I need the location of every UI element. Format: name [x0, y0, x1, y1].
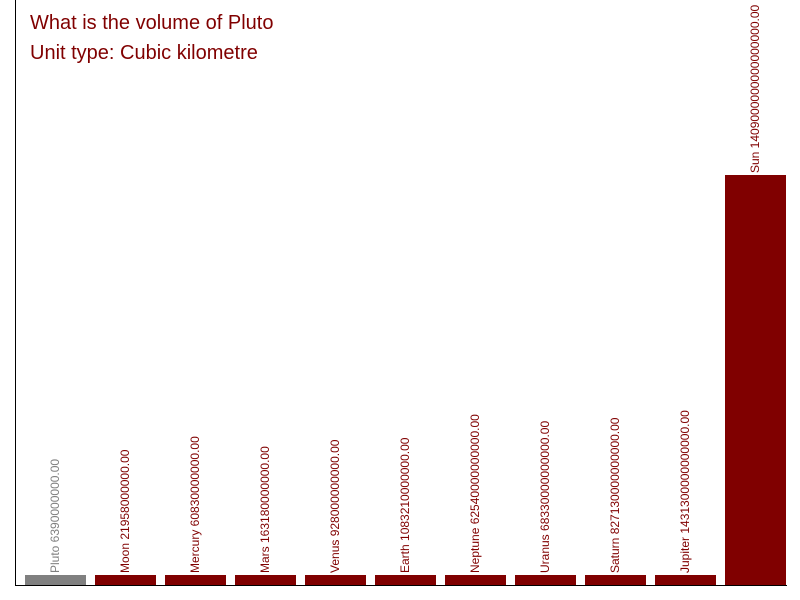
bar-label-mercury: Mercury 60830000000.00: [188, 436, 202, 573]
bar-pluto: [25, 575, 86, 585]
bar-jupiter: [655, 575, 716, 585]
bar-moon: [95, 575, 156, 585]
bar-label-moon: Moon 21958000000.00: [118, 449, 132, 573]
bar-label-neptune: Neptune 62540000000000.00: [468, 414, 482, 573]
bar-sun: [725, 175, 786, 585]
bar-neptune: [445, 575, 506, 585]
bar-venus: [305, 575, 366, 585]
labels-group: Pluto 6390000000.00 Moon 21958000000.00 Me…: [48, 5, 762, 573]
chart-subtitle: Unit type: Cubic kilometre: [30, 42, 258, 64]
bar-label-pluto: Pluto 6390000000.00: [48, 459, 62, 573]
bars-group: [25, 175, 786, 585]
bar-label-uranus: Uranus 68330000000000.00: [538, 421, 552, 573]
bar-label-saturn: Saturn 827130000000000.00: [608, 417, 622, 573]
bar-label-mars: Mars 163180000000.00: [258, 446, 272, 573]
bar-label-sun: Sun 1409000000000000000.00: [748, 5, 762, 173]
bar-mars: [235, 575, 296, 585]
bar-mercury: [165, 575, 226, 585]
bar-label-earth: Earth 1083210000000.00: [398, 437, 412, 573]
chart-title: What is the volume of Pluto: [30, 12, 274, 34]
bar-label-venus: Venus 928000000000.00: [328, 439, 342, 573]
bar-earth: [375, 575, 436, 585]
bar-label-jupiter: Jupiter 1431300000000000.00: [678, 410, 692, 573]
bar-saturn: [585, 575, 646, 585]
bar-uranus: [515, 575, 576, 585]
